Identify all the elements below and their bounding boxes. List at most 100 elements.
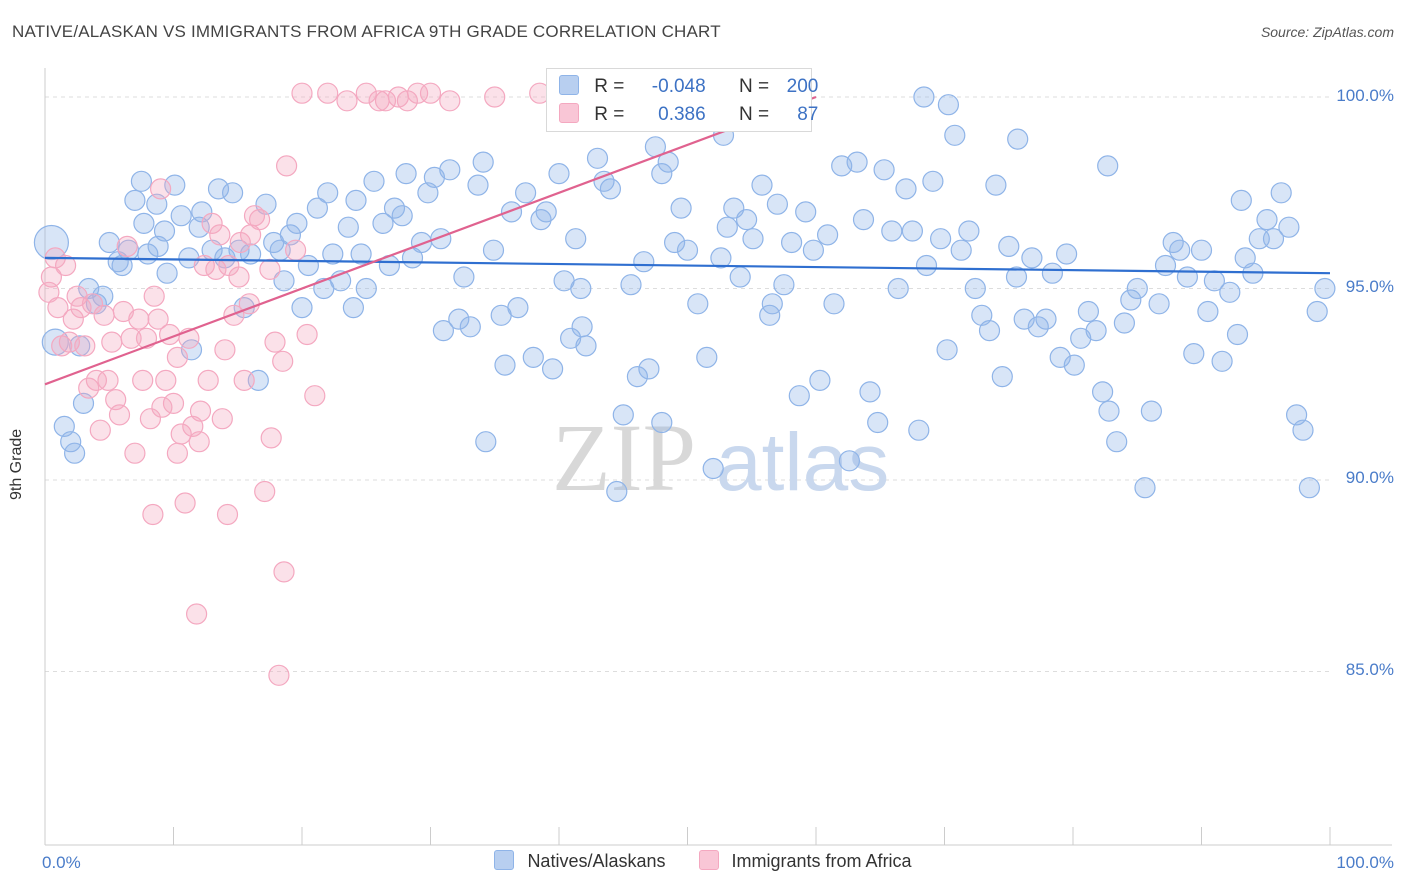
data-point (735, 209, 758, 231)
data-point (922, 170, 944, 192)
data-point (139, 408, 161, 430)
data-point (570, 277, 592, 300)
data-point (599, 178, 622, 200)
data-point (448, 308, 470, 330)
legend-n-label: N = (738, 104, 770, 125)
data-point (687, 293, 709, 315)
trend-line-0 (44, 256, 1331, 275)
data-point (1134, 477, 1156, 499)
data-point (710, 247, 732, 269)
data-point (285, 239, 307, 261)
data-point (1070, 327, 1092, 349)
data-point (929, 228, 952, 250)
data-point (1077, 300, 1100, 323)
data-point (1262, 228, 1285, 250)
data-point (696, 346, 718, 368)
data-point (124, 189, 146, 211)
data-point (852, 209, 875, 231)
data-point (766, 193, 789, 215)
data-point (915, 254, 938, 277)
data-point (571, 316, 593, 338)
data-point (484, 86, 506, 108)
data-point (1091, 381, 1114, 403)
data-point (1098, 400, 1120, 422)
data-point (780, 231, 803, 254)
data-point (132, 369, 154, 391)
data-point (998, 235, 1020, 257)
data-point (368, 90, 390, 112)
data-point (273, 270, 295, 292)
data-point (112, 300, 135, 323)
data-point (214, 339, 236, 361)
data-point (222, 182, 244, 204)
legend-row-natives: R = -0.048 N = 200 (559, 75, 818, 98)
series-legend: Natives/Alaskans Immigrants from Africa (0, 850, 1406, 872)
data-point (395, 163, 417, 185)
data-point (322, 243, 344, 265)
data-point (259, 258, 281, 280)
data-point (135, 327, 158, 349)
data-point (216, 503, 239, 526)
data-point (188, 431, 210, 453)
data-point (612, 404, 634, 426)
data-point (209, 224, 231, 246)
data-point (729, 266, 751, 288)
trend-line-1 (44, 95, 817, 386)
data-point (147, 235, 169, 257)
data-point (1278, 216, 1300, 238)
data-point (944, 124, 966, 146)
data-point (761, 293, 783, 315)
data-point (197, 369, 219, 391)
data-point (391, 205, 413, 227)
data-point (809, 369, 831, 391)
data-point (663, 231, 686, 254)
data-point (164, 174, 186, 196)
data-point (626, 366, 649, 388)
data-point (78, 377, 100, 399)
data-point (702, 457, 724, 480)
data-point (1085, 320, 1107, 342)
data-point (355, 277, 377, 300)
data-point (151, 396, 173, 418)
data-point (1230, 189, 1252, 211)
data-point (306, 197, 328, 219)
data-point (1041, 262, 1064, 284)
data-point (1126, 277, 1148, 300)
data-point (178, 247, 200, 269)
data-point (1270, 182, 1292, 204)
data-point (47, 297, 69, 319)
data-point (304, 385, 326, 407)
data-point (186, 603, 208, 625)
data-point (978, 320, 1001, 342)
data-point (937, 94, 960, 116)
legend-row-africa: R = 0.386 N = 87 (559, 103, 818, 126)
data-point (575, 335, 597, 357)
data-point (1035, 308, 1057, 330)
data-point (228, 266, 250, 288)
data-point (1140, 400, 1163, 422)
data-point (1190, 239, 1213, 261)
data-point (802, 239, 825, 261)
chart-title: NATIVE/ALASKAN VS IMMIGRANTS FROM AFRICA… (12, 22, 721, 41)
data-point (124, 442, 146, 464)
data-point (97, 369, 119, 391)
data-point (1219, 281, 1241, 303)
data-point (70, 297, 92, 319)
data-point (1005, 266, 1028, 288)
data-point (795, 201, 817, 223)
data-point (233, 369, 255, 391)
data-point (286, 212, 308, 234)
data-point (223, 304, 245, 326)
data-point (272, 350, 294, 372)
chart-source: Source: ZipAtlas.com (1260, 24, 1394, 40)
data-point (93, 304, 115, 326)
data-point (838, 450, 861, 472)
data-point (432, 320, 454, 342)
data-point (101, 331, 123, 353)
data-point (419, 82, 442, 104)
data-point (1183, 343, 1205, 365)
data-point (964, 277, 986, 300)
legend-label-africa: Immigrants from Africa (731, 851, 912, 871)
data-point (170, 205, 192, 227)
